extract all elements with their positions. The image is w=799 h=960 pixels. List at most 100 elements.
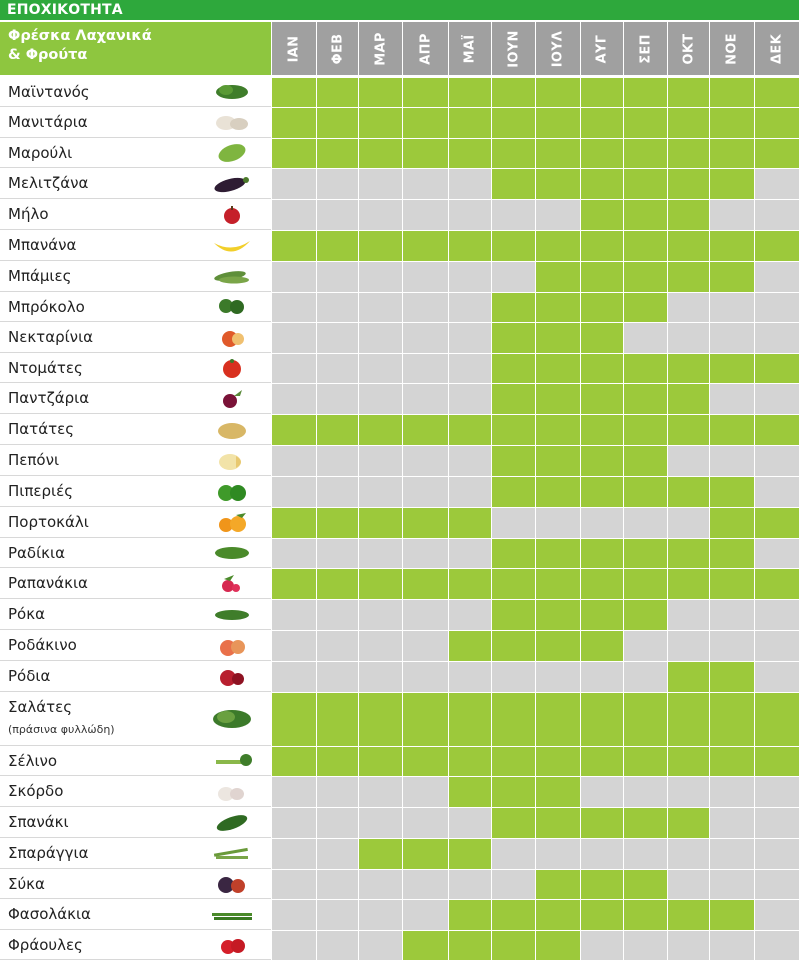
month-label: ΑΥΓ bbox=[594, 34, 610, 63]
in-season-cell bbox=[624, 354, 667, 383]
month-header: ΣΕΠ bbox=[624, 22, 667, 75]
in-season-cell bbox=[755, 231, 799, 261]
out-of-season-cell bbox=[449, 662, 491, 692]
in-season-cell bbox=[536, 569, 580, 599]
in-season-cell bbox=[710, 569, 754, 599]
month-header: ΙΟΥΛ bbox=[536, 22, 580, 75]
out-of-season-cell bbox=[710, 293, 754, 322]
out-of-season-cell bbox=[710, 808, 754, 838]
in-season-cell bbox=[668, 747, 709, 776]
out-of-season-cell bbox=[317, 323, 358, 353]
in-season-cell bbox=[710, 108, 754, 138]
in-season-cell bbox=[536, 747, 580, 776]
in-season-cell bbox=[403, 415, 448, 445]
in-season-cell bbox=[581, 354, 623, 383]
out-of-season-cell bbox=[403, 777, 448, 807]
out-of-season-cell bbox=[755, 169, 799, 199]
in-season-cell bbox=[668, 808, 709, 838]
in-season-cell bbox=[755, 354, 799, 383]
out-of-season-cell bbox=[536, 508, 580, 538]
in-season-cell bbox=[536, 693, 580, 746]
product-name: Μελιτζάνα bbox=[8, 174, 89, 192]
in-season-cell bbox=[536, 539, 580, 568]
in-season-cell bbox=[403, 78, 448, 107]
month-header: ΙΑΝ bbox=[272, 22, 316, 75]
in-season-cell bbox=[272, 693, 316, 746]
out-of-season-cell bbox=[755, 384, 799, 414]
salad-greens-icon bbox=[213, 710, 251, 728]
month-label: ΙΑΝ bbox=[286, 35, 302, 62]
in-season-cell bbox=[317, 508, 358, 538]
month-header: ΙΟΥΝ bbox=[492, 22, 535, 75]
in-season-cell bbox=[624, 477, 667, 507]
out-of-season-cell bbox=[449, 169, 491, 199]
in-season-cell bbox=[317, 693, 358, 746]
in-season-cell bbox=[624, 200, 667, 230]
in-season-cell bbox=[624, 569, 667, 599]
product-name: Σαλάτες bbox=[8, 698, 73, 716]
in-season-cell bbox=[624, 539, 667, 568]
out-of-season-cell bbox=[359, 931, 402, 960]
product-name: Μπάμιες bbox=[8, 267, 72, 285]
in-season-cell bbox=[624, 78, 667, 107]
in-season-cell bbox=[317, 231, 358, 261]
out-of-season-cell bbox=[317, 169, 358, 199]
in-season-cell bbox=[272, 78, 316, 107]
product-name: Μαρούλι bbox=[8, 144, 73, 162]
in-season-cell bbox=[536, 477, 580, 507]
in-season-cell bbox=[710, 231, 754, 261]
out-of-season-cell bbox=[403, 354, 448, 383]
chart-title: ΕΠΟΧΙΚΟΤΗΤΑ bbox=[0, 0, 799, 20]
in-season-cell bbox=[710, 508, 754, 538]
strawberry-icon bbox=[221, 939, 245, 954]
out-of-season-cell bbox=[449, 600, 491, 630]
month-header: ΑΥΓ bbox=[581, 22, 623, 75]
in-season-cell bbox=[492, 108, 535, 138]
out-of-season-cell bbox=[710, 600, 754, 630]
in-season-cell bbox=[581, 415, 623, 445]
product-row bbox=[0, 230, 271, 261]
out-of-season-cell bbox=[755, 808, 799, 838]
in-season-cell bbox=[710, 900, 754, 930]
out-of-season-cell bbox=[317, 808, 358, 838]
in-season-cell bbox=[403, 569, 448, 599]
in-season-cell bbox=[403, 747, 448, 776]
out-of-season-cell bbox=[492, 662, 535, 692]
in-season-cell bbox=[492, 569, 535, 599]
in-season-cell bbox=[581, 262, 623, 292]
in-season-cell bbox=[317, 78, 358, 107]
out-of-season-cell bbox=[359, 446, 402, 476]
out-of-season-cell bbox=[449, 808, 491, 838]
nectarine-icon bbox=[222, 331, 244, 347]
in-season-cell bbox=[536, 139, 580, 168]
in-season-cell bbox=[449, 139, 491, 168]
in-season-cell bbox=[581, 293, 623, 322]
in-season-cell bbox=[492, 384, 535, 414]
green-beans-icon bbox=[212, 913, 252, 920]
in-season-cell bbox=[492, 931, 535, 960]
out-of-season-cell bbox=[272, 839, 316, 869]
in-season-cell bbox=[668, 262, 709, 292]
out-of-season-cell bbox=[755, 200, 799, 230]
out-of-season-cell bbox=[272, 631, 316, 661]
product-name: Μανιτάρια bbox=[8, 113, 88, 131]
in-season-cell bbox=[449, 839, 491, 869]
potato-icon bbox=[218, 423, 246, 439]
in-season-cell bbox=[272, 415, 316, 445]
in-season-cell bbox=[359, 839, 402, 869]
in-season-cell bbox=[359, 415, 402, 445]
month-header: ΦΕΒ bbox=[317, 22, 358, 75]
month-header: ΜΑΡ bbox=[359, 22, 402, 75]
in-season-cell bbox=[710, 139, 754, 168]
product-name: Μαϊντανός bbox=[8, 83, 90, 101]
celery-icon bbox=[216, 754, 252, 766]
in-season-cell bbox=[359, 569, 402, 599]
out-of-season-cell bbox=[624, 631, 667, 661]
out-of-season-cell bbox=[359, 539, 402, 568]
month-label: ΜΑΡ bbox=[373, 31, 388, 66]
out-of-season-cell bbox=[272, 539, 316, 568]
out-of-season-cell bbox=[755, 293, 799, 322]
in-season-cell bbox=[536, 231, 580, 261]
product-name: Ροδάκινο bbox=[8, 636, 77, 654]
